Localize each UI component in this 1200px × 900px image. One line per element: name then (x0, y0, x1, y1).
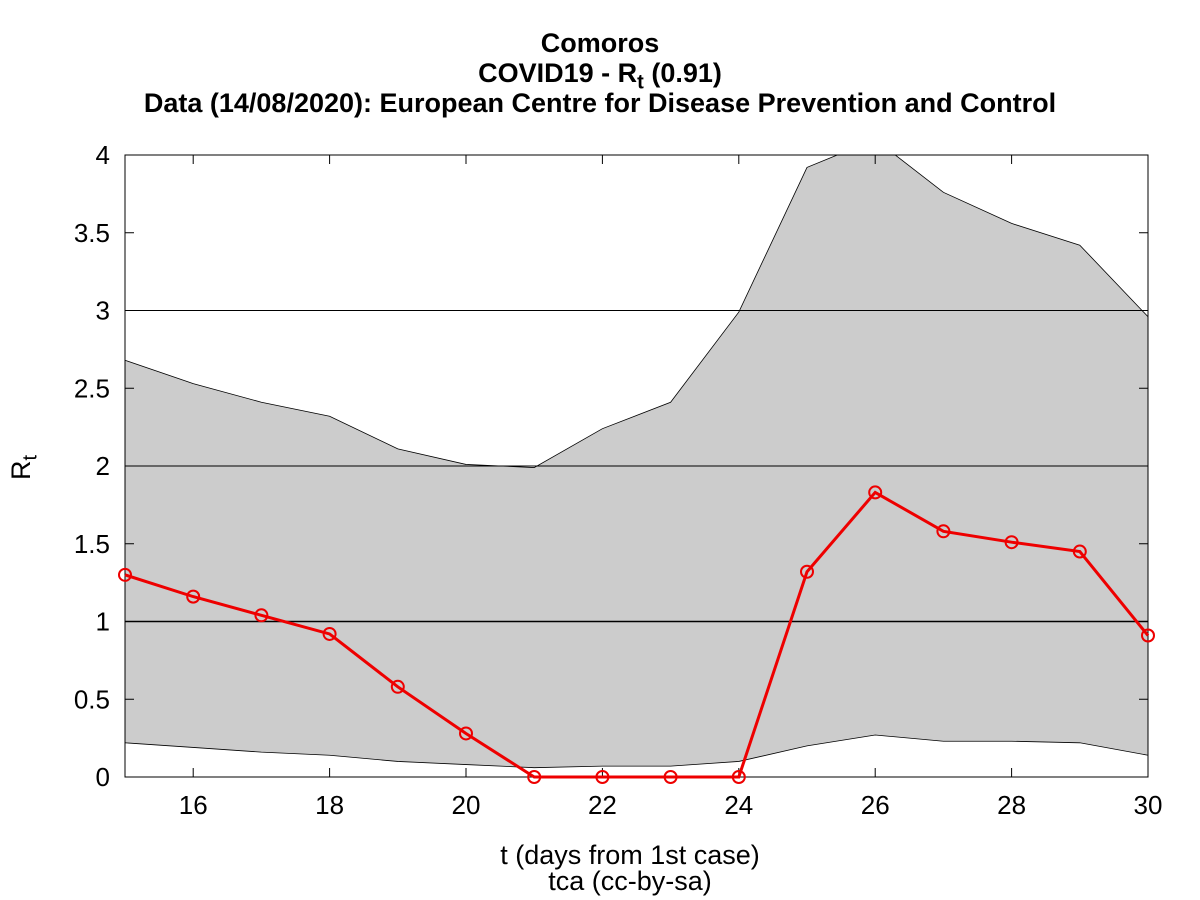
rt-data-point (595, 770, 610, 784)
chart-subtitle: COVID19 - Rt (0.91) (0, 58, 1200, 94)
y-tick-label: 1 (96, 607, 110, 637)
subtitle-subscript: t (637, 71, 644, 94)
x-tick-label: 24 (724, 790, 753, 820)
subtitle-suffix: (0.91) (643, 58, 722, 88)
rt-data-point (186, 589, 201, 604)
x-tick-label: 30 (1134, 790, 1163, 820)
y-axis-label-sub: t (19, 454, 42, 461)
band-lower-edge (125, 734, 1148, 769)
rt-data-point (663, 770, 678, 784)
rt-data-point (800, 564, 814, 579)
x-tick-label: 26 (861, 790, 890, 820)
rt-data-point (936, 524, 951, 539)
rt-data-point (731, 770, 746, 784)
confidence-band (125, 155, 1148, 768)
y-axis-label-main: R (6, 460, 36, 481)
credit-label: tca (cc-by-sa) (548, 866, 712, 896)
rt-data-point (527, 770, 542, 784)
y-tick-label: 2 (96, 451, 110, 481)
y-tick-label: 3 (96, 296, 110, 326)
x-tick-label: 18 (315, 790, 344, 820)
rt-data-point (390, 679, 405, 694)
y-tick-label: 1.5 (74, 529, 110, 559)
rt-data-point (254, 608, 269, 623)
x-tick-label: 20 (452, 790, 481, 820)
chart-source: Data (14/08/2020): European Centre for D… (143, 88, 1057, 118)
y-axis-label: Rt (6, 455, 42, 480)
rt-data-point (1141, 628, 1155, 643)
x-tick-label: 16 (179, 790, 208, 820)
rt-data-point (322, 626, 337, 641)
subtitle-prefix: COVID19 - R (478, 58, 638, 88)
rt-data-point (1004, 535, 1019, 550)
y-tick-label: 3.5 (74, 218, 110, 248)
chart-title: Comoros (540, 28, 660, 58)
band-upper-edge (125, 155, 1148, 468)
x-tick-label: 28 (997, 790, 1026, 820)
y-tick-label: 4 (96, 140, 110, 170)
rt-data-point (459, 726, 473, 741)
y-tick-label: 0.5 (74, 684, 110, 714)
y-tick-label: 2.5 (74, 373, 110, 403)
rt-series-line (124, 490, 1150, 779)
x-tick-label: 22 (588, 790, 617, 820)
x-axis-label: t (days from 1st case) (500, 840, 760, 870)
rt-data-point (868, 485, 883, 500)
rt-data-point (118, 567, 132, 582)
y-tick-label: 0 (96, 762, 110, 792)
rt-data-point (1072, 544, 1087, 559)
